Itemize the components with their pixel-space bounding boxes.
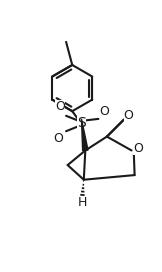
Text: O: O (100, 105, 110, 118)
Text: H: H (78, 196, 87, 209)
Text: O: O (55, 100, 65, 113)
Polygon shape (81, 119, 88, 151)
Text: O: O (53, 132, 63, 146)
Text: S: S (77, 116, 86, 131)
Text: O: O (133, 143, 143, 155)
Text: O: O (123, 109, 133, 122)
